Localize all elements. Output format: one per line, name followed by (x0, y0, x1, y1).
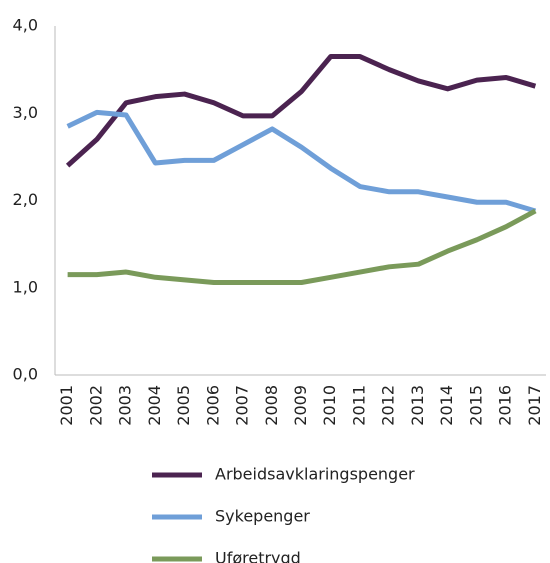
legend-label: Arbeidsavklaringspenger (215, 465, 415, 484)
x-tick-label: 2016 (496, 385, 515, 426)
x-tick-label: 2007 (233, 385, 252, 426)
y-tick-label: 2,0 (13, 190, 38, 209)
x-tick-label: 2001 (57, 385, 76, 426)
x-tick-label: 2002 (86, 385, 105, 426)
line-series (66, 109, 537, 214)
x-tick-label: 2014 (437, 385, 456, 426)
x-tick-label: 2011 (349, 385, 368, 426)
x-tick-label: 2009 (291, 385, 310, 426)
y-tick-label: 4,0 (13, 16, 38, 35)
legend-label: Sykepenger (215, 507, 310, 526)
x-tick-label: 2006 (203, 385, 222, 426)
y-tick-label: 1,0 (13, 277, 38, 296)
x-tick-label: 2017 (525, 385, 544, 426)
x-tick-label: 2010 (320, 385, 339, 426)
line-series (67, 208, 537, 286)
x-tick-label: 2012 (379, 385, 398, 426)
x-tick-label: 2003 (116, 385, 135, 426)
x-tick-label: 2013 (408, 385, 427, 426)
x-tick-label: 2015 (466, 385, 485, 426)
y-tick-label: 0,0 (13, 365, 38, 384)
line-series (65, 54, 537, 168)
legend-label: Uføretrygd (215, 549, 301, 563)
x-tick-label: 2005 (174, 385, 193, 426)
x-tick-label: 2004 (145, 385, 164, 426)
x-tick-label: 2008 (262, 385, 281, 426)
y-tick-label: 3,0 (13, 103, 38, 122)
